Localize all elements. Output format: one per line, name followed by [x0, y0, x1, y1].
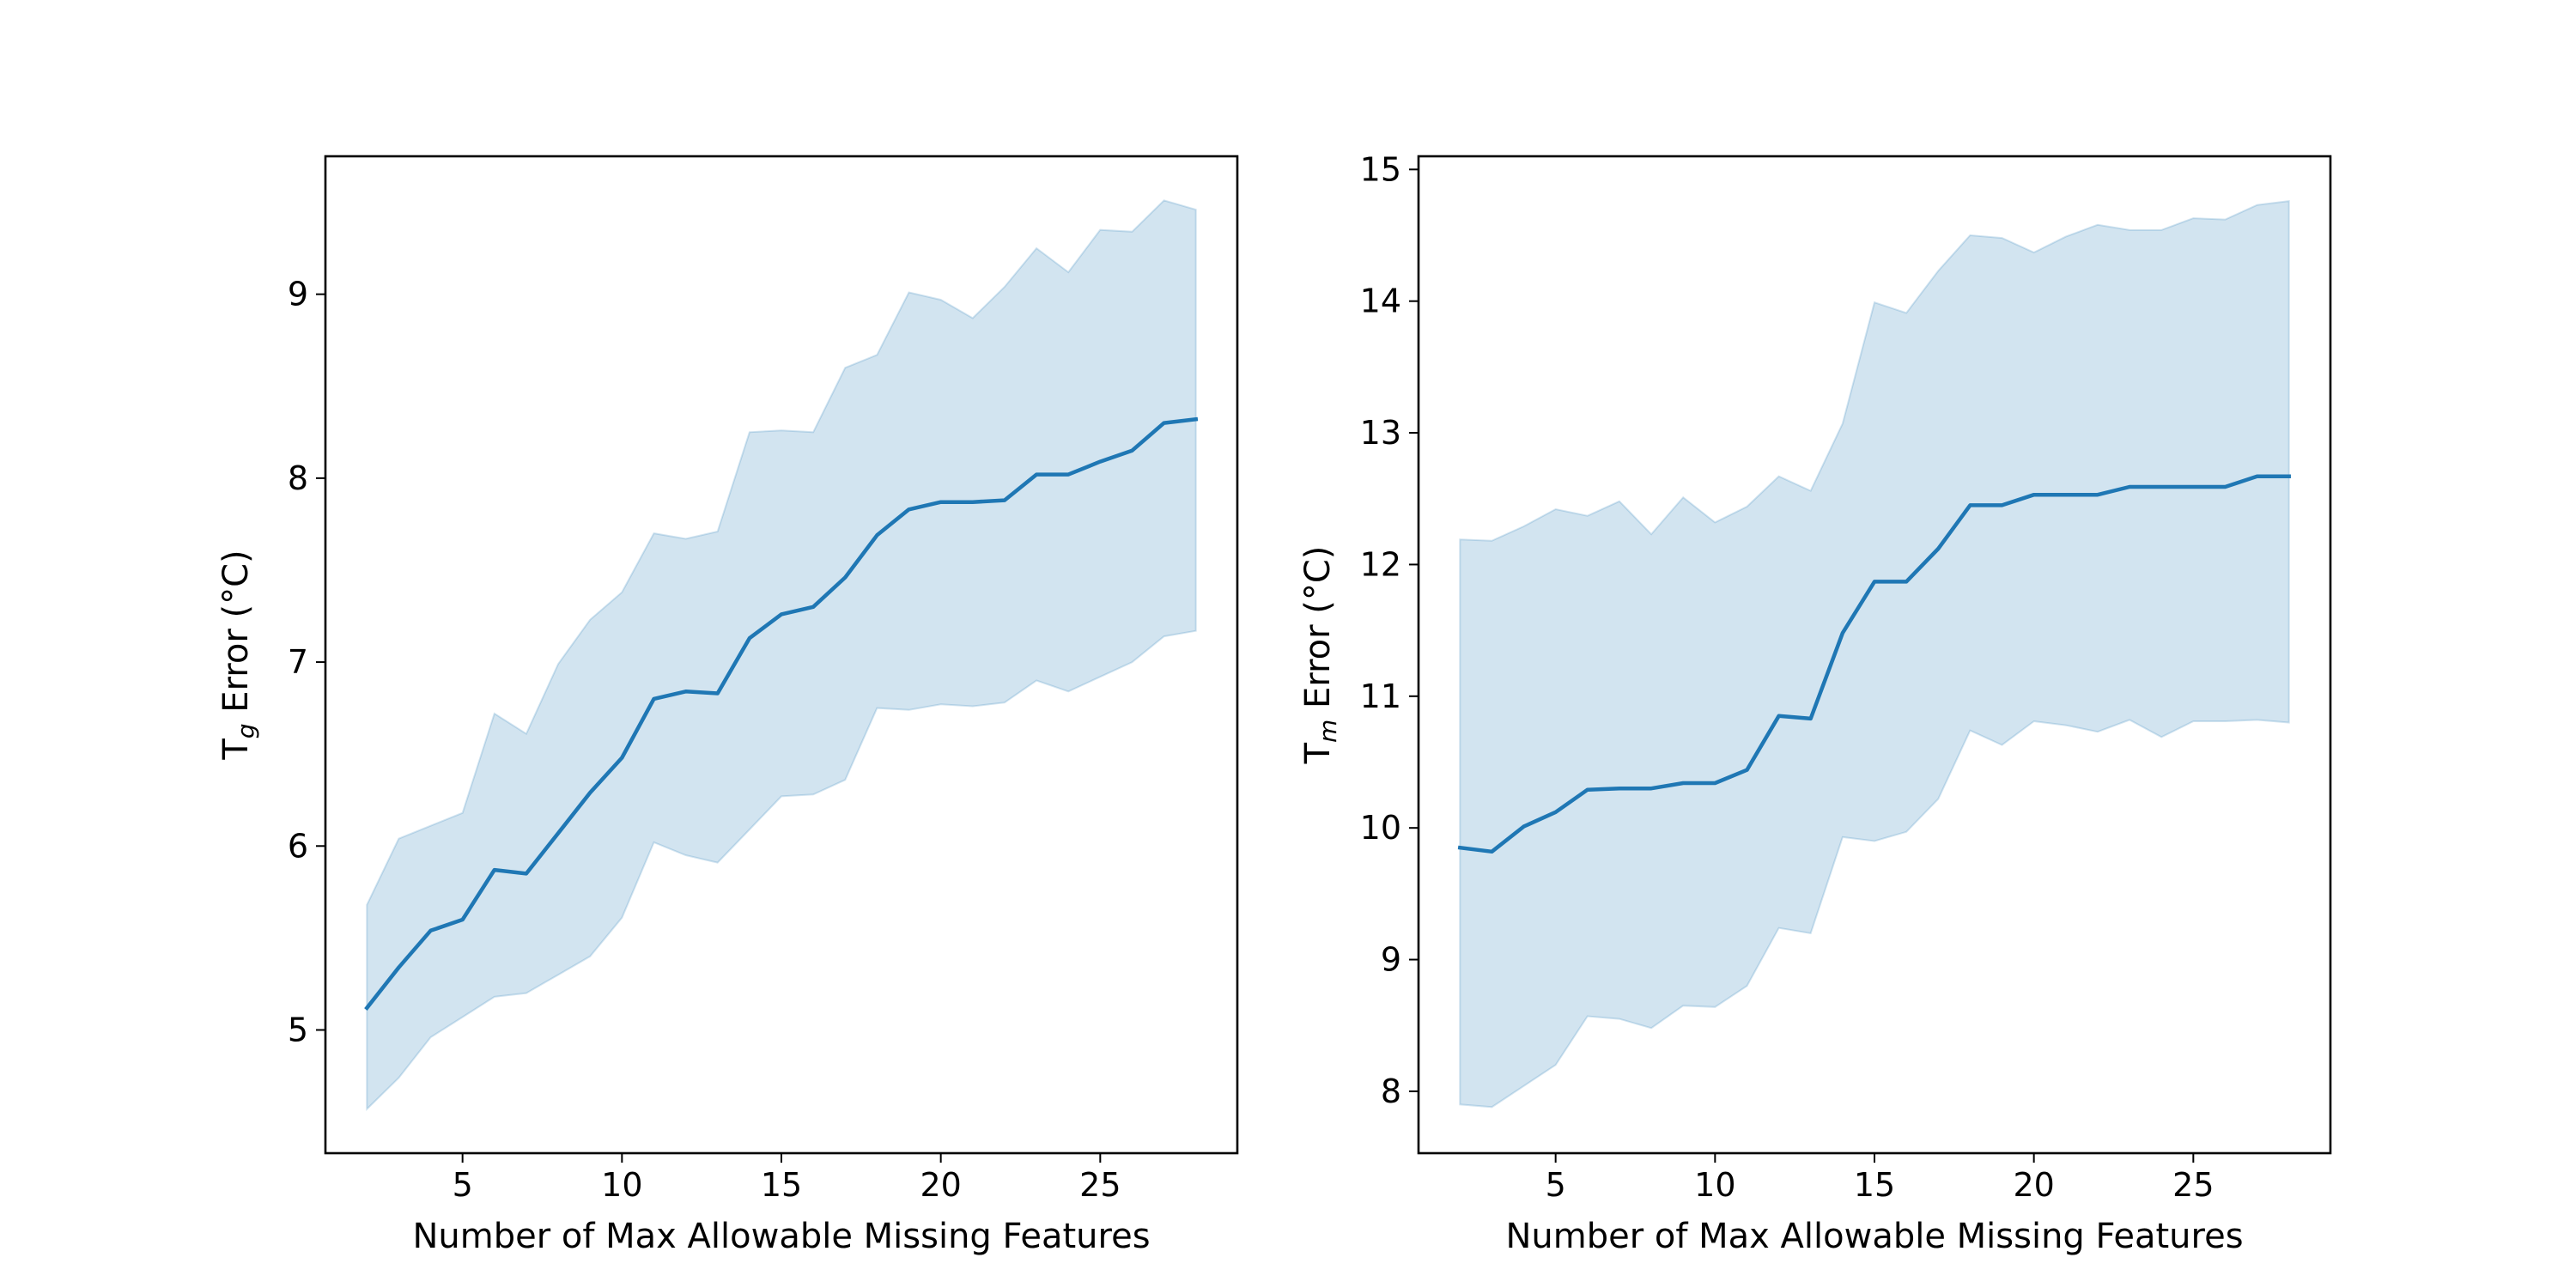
- y-tick-label: 9: [1381, 941, 1401, 979]
- y-tick-label: 15: [1360, 150, 1401, 188]
- right-chart-panel: 5 10 15 20 25 8 9 10 11 12 13 14 15 Number of Max A…: [1298, 150, 2332, 1256]
- x-tick-label: 5: [453, 1166, 473, 1204]
- mean-error-line: [1457, 474, 2291, 854]
- confidence-band: [366, 199, 1197, 1111]
- mean-error-line: [364, 416, 1199, 1011]
- y-tick-label: 12: [1360, 545, 1401, 583]
- y-tick-label: 8: [1381, 1072, 1401, 1110]
- y-tick-label: 5: [288, 1011, 308, 1048]
- y-axis-label-rest: Error (°C): [1298, 546, 1338, 720]
- y-axis-label-rest: Error (°C): [216, 550, 256, 723]
- y-axis-label-main: T: [1298, 742, 1338, 764]
- confidence-band-layer: [1459, 199, 2290, 1109]
- y-tick-label: 6: [288, 827, 308, 865]
- x-axis-label: Number of Max Allowable Missing Features: [412, 1217, 1150, 1256]
- y-tick-label: 8: [288, 459, 308, 497]
- confidence-band-layer: [366, 199, 1197, 1111]
- y-tick-label: 11: [1360, 677, 1401, 715]
- y-axis-ticks: 8 9 10 11 12 13 14 15: [1360, 150, 1419, 1110]
- mean-line-layer: [1457, 474, 2291, 854]
- x-axis-ticks: 5 10 15 20 25: [1546, 1153, 2215, 1204]
- x-axis-label: Number of Max Allowable Missing Features: [1505, 1217, 2243, 1256]
- y-tick-label: 7: [288, 643, 308, 681]
- y-tick-label: 14: [1360, 283, 1401, 320]
- left-chart-panel: 5 10 15 20 25 5 6 7 8 9 Number of Max Allowable …: [216, 155, 1239, 1256]
- x-tick-label: 10: [601, 1166, 642, 1204]
- x-tick-label: 10: [1694, 1166, 1735, 1204]
- x-tick-label: 25: [1079, 1166, 1121, 1204]
- x-tick-label: 20: [920, 1166, 961, 1204]
- x-tick-label: 15: [1854, 1166, 1895, 1204]
- x-tick-label: 20: [2013, 1166, 2054, 1204]
- y-tick-label: 10: [1360, 809, 1401, 847]
- y-tick-label: 13: [1360, 414, 1401, 452]
- y-axis-label: Tm Error (°C): [1298, 546, 1342, 765]
- y-tick-label: 9: [288, 276, 308, 313]
- confidence-band: [1459, 199, 2290, 1109]
- y-axis-label: Tg Error (°C): [216, 550, 260, 760]
- y-axis-label-subscript: m: [1314, 720, 1342, 743]
- x-axis-ticks: 5 10 15 20 25: [453, 1153, 1121, 1204]
- mean-line-layer: [364, 416, 1199, 1011]
- x-tick-label: 25: [2172, 1166, 2214, 1204]
- x-tick-label: 15: [761, 1166, 802, 1204]
- y-axis-ticks: 5 6 7 8 9: [288, 276, 325, 1048]
- y-axis-label-main: T: [216, 738, 256, 761]
- y-axis-label-subscript: g: [232, 723, 260, 738]
- x-tick-label: 5: [1546, 1166, 1566, 1204]
